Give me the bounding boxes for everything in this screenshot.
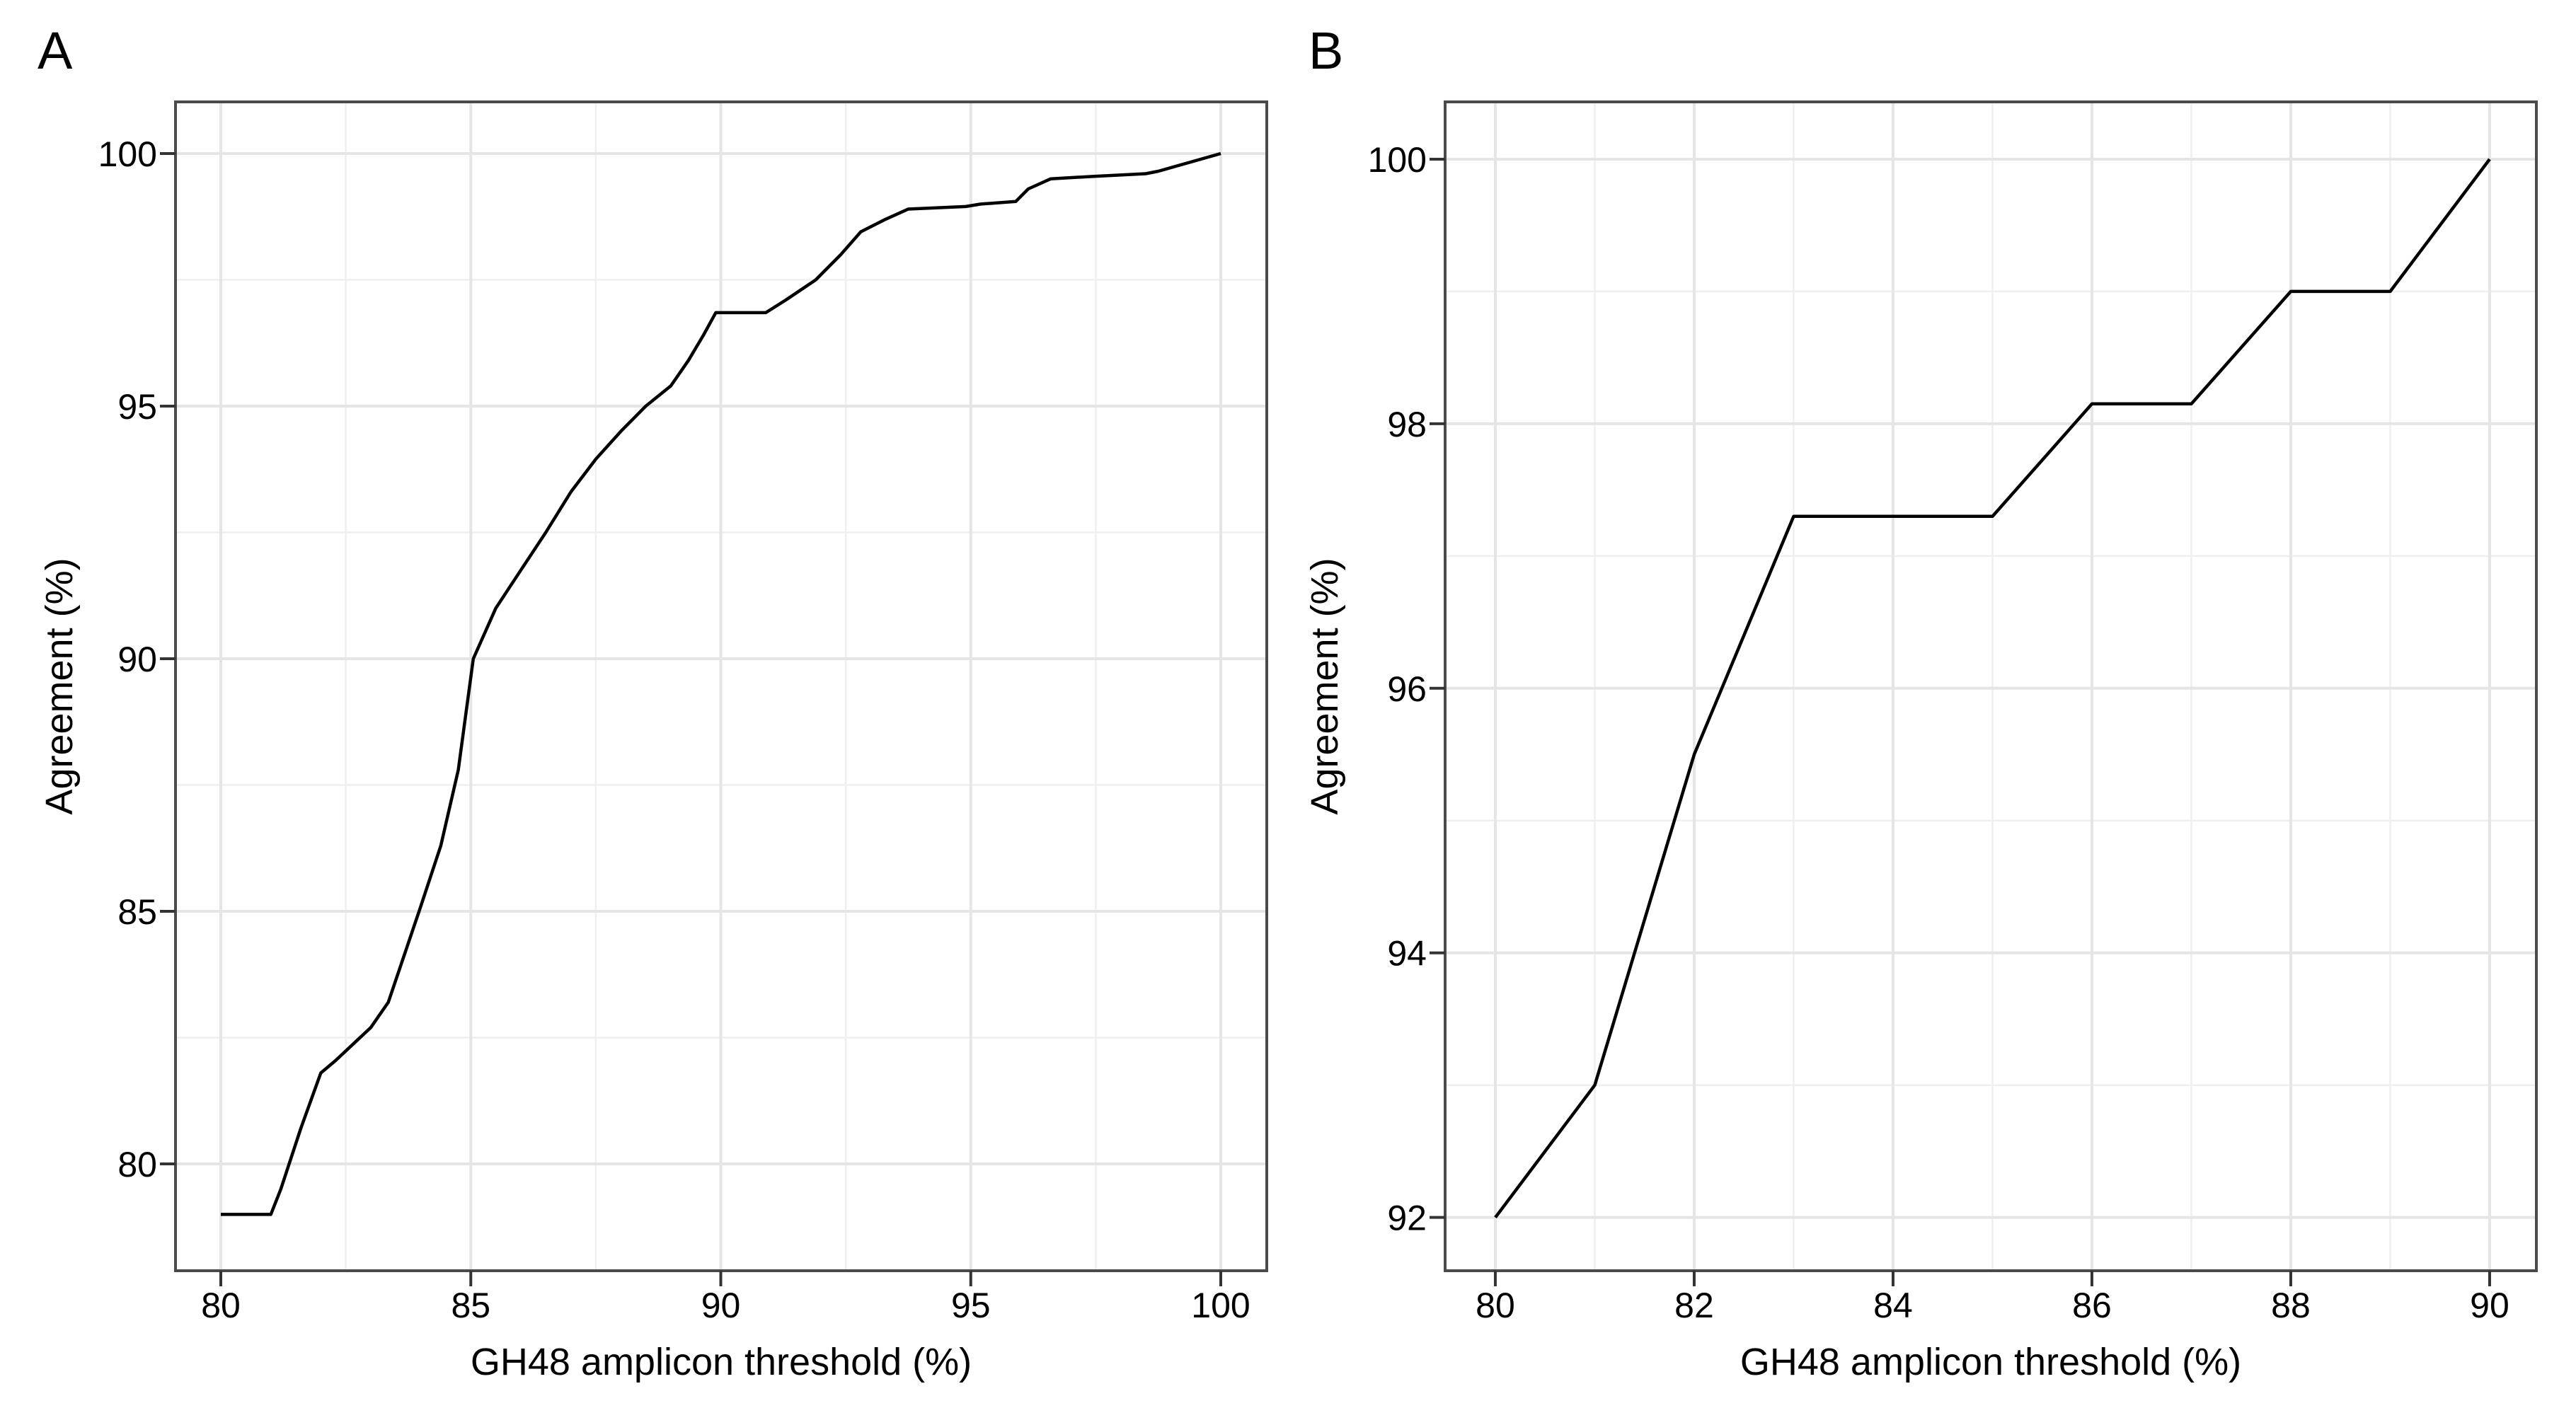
panel-a-y-tick-label: 80 (117, 1145, 157, 1184)
panel-b-x-tick-label: 86 (2072, 1286, 2112, 1325)
panel-b-data-line (1494, 158, 2491, 1219)
panel-a-data-line (221, 151, 1221, 1216)
panel-a-y-axis-title: Agreement (%) (38, 558, 81, 814)
panel-b-y-tick-label: 100 (1368, 140, 1427, 180)
panel-a-label: A (38, 21, 73, 80)
panel-b-y-tick-label: 96 (1387, 669, 1427, 709)
panel-a-x-tick-label: 90 (701, 1286, 741, 1325)
panel-a-x-axis-title: GH48 amplicon threshold (%) (471, 1341, 972, 1383)
panel-a-y-tick-label: 85 (117, 892, 157, 932)
panel-b-x-tick-label: 82 (1674, 1286, 1714, 1325)
panel-a-x-tick-label: 95 (951, 1286, 991, 1325)
panel-b-x-tick-label: 90 (2470, 1286, 2509, 1325)
panel-b-y-tick-label: 94 (1387, 934, 1427, 974)
panel-b-label: B (1309, 21, 1343, 80)
panel-b-y-tick-label: 92 (1387, 1199, 1427, 1238)
panel-b-x-tick-label: 80 (1476, 1286, 1515, 1325)
panel-b-x-axis-title: GH48 amplicon threshold (%) (1740, 1341, 2241, 1383)
panel-a-y-tick-label: 100 (98, 134, 157, 174)
panel-b-plot-background (1445, 102, 2536, 1271)
panel-b-y-tick-label: 98 (1387, 405, 1427, 444)
panel-a-x-tick-label: 100 (1191, 1286, 1250, 1325)
panel-a-y-tick-label: 95 (117, 387, 157, 427)
panel-b-x-tick-label: 88 (2271, 1286, 2311, 1325)
panel-b-border (1444, 100, 2538, 1272)
panel-a-x-tick-label: 85 (451, 1286, 490, 1325)
panel-b-x-tick-label: 84 (1873, 1286, 1913, 1325)
panel-a-y-tick-label: 90 (117, 640, 157, 679)
panel-b-y-axis-title: Agreement (%) (1304, 558, 1346, 814)
panel-a-x-tick-label: 80 (201, 1286, 241, 1325)
